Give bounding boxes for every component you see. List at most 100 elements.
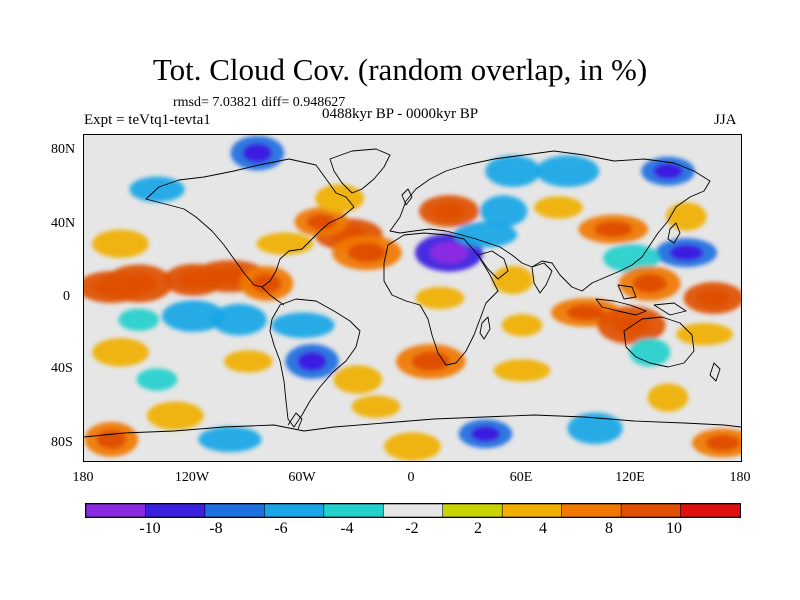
coast-north-america <box>145 158 355 288</box>
anomaly-region <box>629 338 671 367</box>
lon-tick-label: 0 <box>407 470 415 485</box>
lat-tick-label: 40N <box>51 216 76 231</box>
anomaly-region <box>501 314 543 337</box>
anomaly-core <box>705 435 740 451</box>
map-panel <box>83 134 742 462</box>
colorbar-tick-label: -4 <box>340 520 354 537</box>
lat-tick-label: 80N <box>51 142 76 157</box>
coast-new-guinea <box>653 302 687 316</box>
anomaly-region <box>198 426 262 453</box>
lat-tick-label: 80S <box>51 435 73 450</box>
colorbar-swatch <box>86 504 147 517</box>
anomaly-region <box>534 196 583 219</box>
anomaly-core <box>430 242 468 264</box>
coast-greenland <box>329 148 391 194</box>
colorbar-tick-label: 10 <box>666 520 682 537</box>
anomaly-region <box>136 368 178 391</box>
anomaly-core <box>411 351 450 371</box>
coast-indonesia <box>595 298 647 316</box>
anomaly-region <box>256 232 314 255</box>
coast-australia <box>623 316 695 368</box>
colorbar-tick-label: 8 <box>605 520 613 537</box>
colorbar-tick-label: 4 <box>539 520 547 537</box>
coast-antarctic-peninsula <box>287 412 303 430</box>
anomaly-region <box>485 155 541 187</box>
colorbar-tick-label: -10 <box>139 520 161 537</box>
colorbar-swatch <box>620 504 682 517</box>
anomaly-region <box>118 308 160 331</box>
anomaly-core <box>612 314 651 336</box>
lon-tick-label: 180 <box>729 470 751 485</box>
anomaly-region <box>493 359 551 382</box>
colorbar-tick-label: -6 <box>274 520 288 537</box>
lat-tick-label: 0 <box>63 289 70 304</box>
anomaly-region <box>536 155 600 187</box>
experiment-label: Expt = teVtq1-tevta1 <box>84 112 211 128</box>
anomaly-core <box>697 289 731 307</box>
cloud-anomaly-map <box>84 135 741 461</box>
anomaly-core <box>347 243 386 263</box>
lon-tick-label: 60W <box>288 470 316 485</box>
colorbar-swatches <box>86 504 740 517</box>
colorbar-swatch <box>323 504 385 517</box>
anomaly-region <box>146 401 204 430</box>
coast-antarctica <box>84 414 741 438</box>
colorbar-swatch <box>382 504 444 517</box>
anomaly-core <box>566 304 605 321</box>
anomaly-region <box>315 184 364 213</box>
anomaly-core <box>653 163 683 180</box>
lon-tick-label: 180 <box>72 470 94 485</box>
anomaly-core <box>92 278 131 296</box>
coast-uk <box>401 188 413 206</box>
coast-africa <box>383 232 499 366</box>
lon-tick-label: 120W <box>174 470 210 485</box>
anomaly-core <box>96 429 127 449</box>
anomaly-core <box>470 425 501 442</box>
colorbar-swatch <box>442 504 503 517</box>
coast-south-america <box>269 298 361 428</box>
anomaly-region <box>480 195 528 227</box>
anomaly-region <box>567 412 623 445</box>
lon-tick-label: 120E <box>615 470 645 485</box>
anomaly-region <box>384 432 441 461</box>
colorbar-swatch <box>264 504 325 517</box>
anomaly-region <box>492 265 534 295</box>
colorbar <box>85 503 741 518</box>
anomaly-core <box>297 351 327 371</box>
coastlines <box>84 148 741 438</box>
anomaly-region <box>351 395 401 418</box>
colorbar-swatch <box>680 504 740 517</box>
anomaly-region <box>333 365 383 394</box>
anomaly-region <box>676 323 733 346</box>
stats-label: rmsd= 7.03821 diff= 0.948627 <box>173 95 346 110</box>
coast-new-zealand <box>709 362 721 382</box>
period-label: 0488kyr BP - 0000kyr BP <box>322 106 479 122</box>
colorbar-swatch <box>204 504 266 517</box>
anomaly-core <box>306 214 336 230</box>
colorbar-swatch <box>501 504 563 517</box>
anomaly-region <box>161 300 226 332</box>
anomaly-region <box>415 286 465 310</box>
anomaly-region <box>92 338 149 367</box>
anomaly-region <box>647 383 689 412</box>
coast-borneo <box>617 284 637 300</box>
coast-eurasia <box>389 150 711 292</box>
anomaly-region <box>453 221 518 248</box>
colorbar-tick-label: -8 <box>209 520 223 537</box>
anomaly-core <box>432 202 466 220</box>
plot-title: Tot. Cloud Cov. (random overlap, in %) <box>152 52 648 87</box>
coast-japan <box>667 222 681 244</box>
anomaly-core <box>242 143 273 163</box>
anomaly-region <box>271 312 335 338</box>
lat-tick-label: 40S <box>51 361 73 376</box>
colorbar-tick-label: -2 <box>405 520 419 537</box>
coast-arabia <box>477 250 509 280</box>
season-label: JJA <box>714 112 737 128</box>
anomaly-core <box>594 221 633 238</box>
anomaly-core <box>632 273 667 294</box>
coast-india <box>531 262 553 294</box>
colorbar-swatch <box>145 504 206 517</box>
anomaly-region <box>92 229 149 258</box>
colorbar-tick-label: 2 <box>474 520 482 537</box>
colorbar-swatch <box>561 504 622 517</box>
